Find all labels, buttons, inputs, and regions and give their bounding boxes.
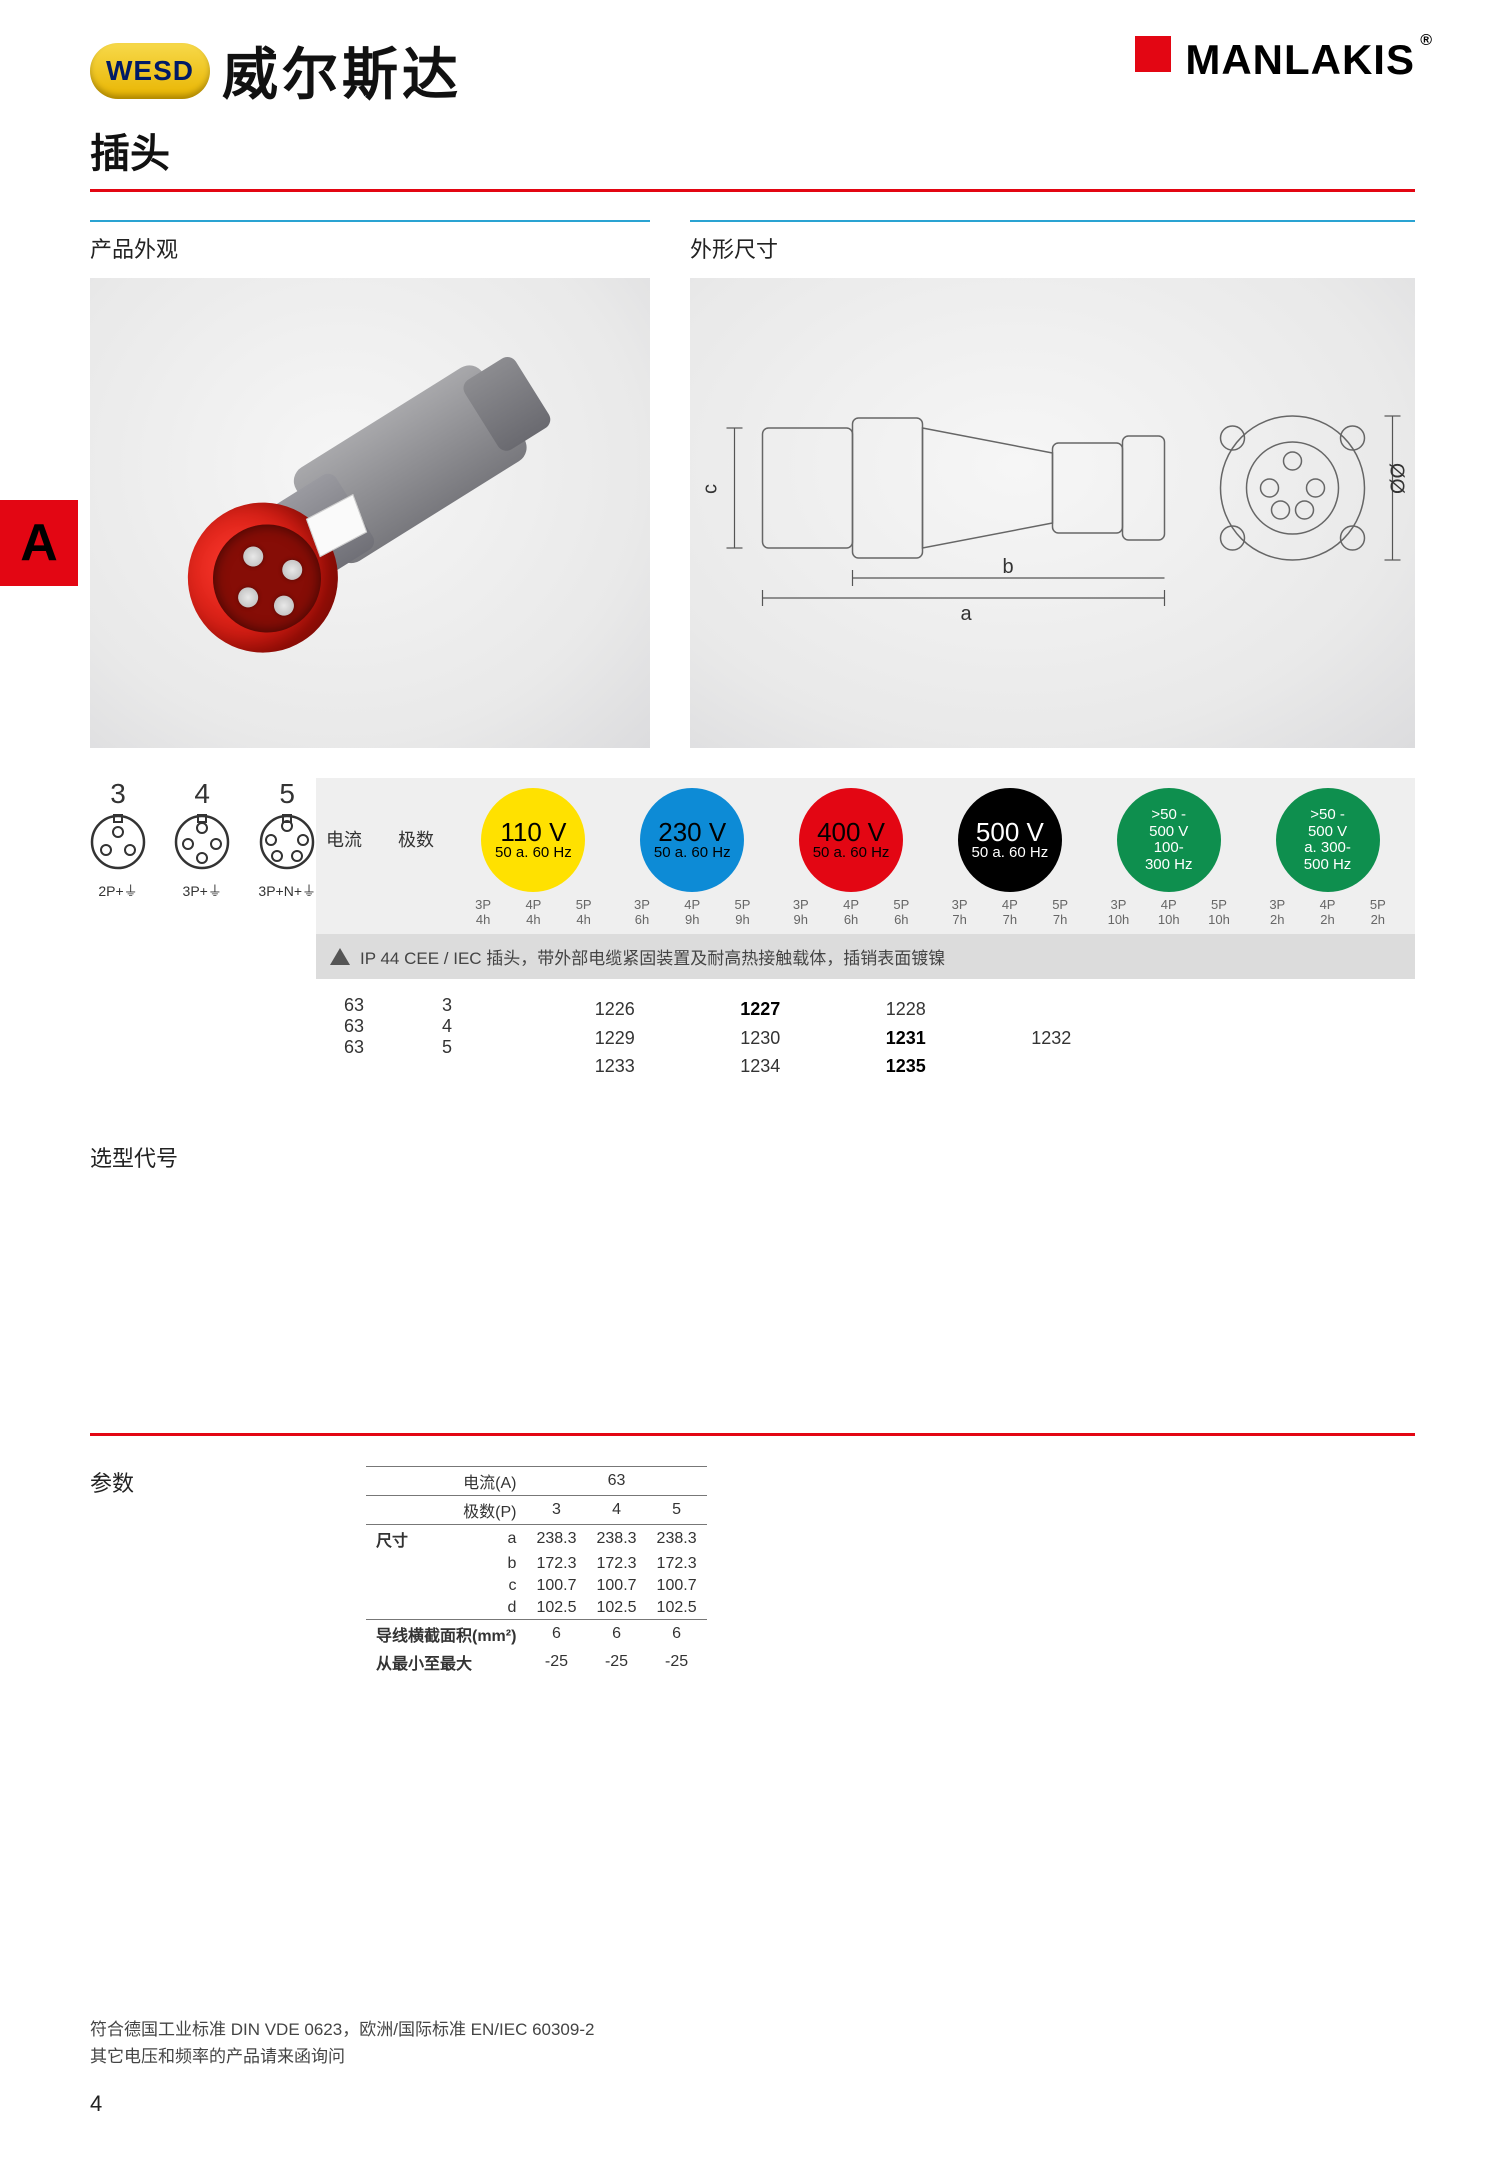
- params-table: 电流(A)63极数(P)345尺寸a238.3238.3238.3b172.31…: [366, 1466, 707, 1676]
- dim-c: c: [700, 484, 722, 494]
- section-tab-a: A: [0, 500, 78, 586]
- red-square-icon: [1135, 36, 1171, 72]
- voltage-block-5: >50 - 500 Va. 300- 500 Hz3P2h4P2h5P2h: [1250, 788, 1405, 928]
- page-number: 4: [90, 2091, 1415, 2117]
- warning-icon: [330, 948, 350, 965]
- model-section: 6363633451226122912331227123012341228123…: [316, 995, 1415, 1081]
- page-title: 插头: [90, 121, 170, 179]
- voltage-block-2: 400 V50 a. 60 Hz3P9h4P6h5P6h: [774, 788, 929, 928]
- lead-poles: 极数: [398, 826, 434, 852]
- pin-config-3: 3 2P+⏚: [90, 778, 146, 901]
- page-header: WESD 威尔斯达 MANLAKIS®: [90, 30, 1415, 111]
- voltage-block-4: >50 - 500 V100- 300 Hz3P10h4P10h5P10h: [1091, 788, 1246, 928]
- voltage-block-1: 230 V50 a. 60 Hz3P6h4P9h5P9h: [615, 788, 770, 928]
- product-photo-panel: [90, 278, 650, 748]
- logo-right: MANLAKIS®: [1135, 36, 1415, 84]
- divider-red: [90, 189, 1415, 192]
- footnote: 符合德国工业标准 DIN VDE 0623，欧洲/国际标准 EN/IEC 603…: [90, 2016, 1415, 2070]
- logo-left: WESD 威尔斯达: [90, 30, 462, 111]
- lead-current: 电流: [326, 826, 362, 852]
- dim-b: b: [1003, 556, 1014, 578]
- dim-a: a: [961, 603, 973, 625]
- subhead-dimensions: 外形尺寸: [690, 220, 1415, 264]
- pin-config-5: 5 3P+N+⏚: [258, 778, 316, 901]
- dim-d: ØØ: [1388, 463, 1410, 494]
- pins-column: 3 2P+⏚ 4 3P+⏚ 5 3P+N+⏚: [90, 778, 316, 901]
- wesd-badge: WESD: [90, 43, 210, 99]
- pin-config-4: 4 3P+⏚: [174, 778, 230, 901]
- voltage-block-3: 500 V50 a. 60 Hz3P7h4P7h5P7h: [932, 788, 1087, 928]
- ip-text: IP 44 CEE / IEC 插头，带外部电缆紧固装置及耐高热接触载体，插销表…: [360, 944, 945, 969]
- dimension-drawing-panel: a b c ØØ: [690, 278, 1415, 748]
- brand-cn: 威尔斯达: [222, 30, 462, 111]
- subhead-appearance: 产品外观: [90, 220, 650, 264]
- voltage-block-0: 110 V50 a. 60 Hz3P4h4P4h5P4h: [456, 788, 611, 928]
- technical-drawing: a b c ØØ: [690, 278, 1415, 748]
- manlakis-logo: MANLAKIS®: [1185, 36, 1415, 84]
- plug-photo: [148, 325, 612, 770]
- params-label: 参数: [90, 1466, 316, 1676]
- voltage-bar: 电流 极数 110 V50 a. 60 Hz3P4h4P4h5P4h230 V5…: [316, 778, 1415, 934]
- footnote-line1: 符合德国工业标准 DIN VDE 0623，欧洲/国际标准 EN/IEC 603…: [90, 2016, 1415, 2043]
- divider-red-2: [90, 1433, 1415, 1436]
- ip-rating-bar: IP 44 CEE / IEC 插头，带外部电缆紧固装置及耐高热接触载体，插销表…: [316, 934, 1415, 979]
- selection-label: 选型代号: [90, 1141, 1415, 1173]
